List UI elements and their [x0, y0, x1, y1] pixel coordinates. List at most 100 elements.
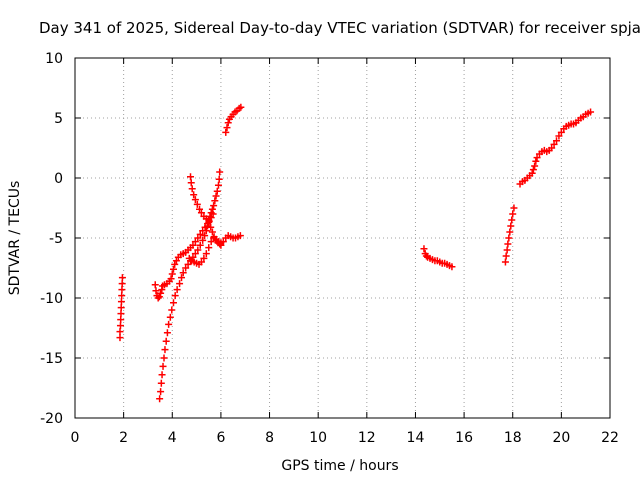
data-point: [188, 185, 196, 193]
x-tick-label: 8: [265, 430, 274, 446]
data-point: [172, 257, 180, 265]
series-arc1: [116, 274, 126, 342]
data-point: [200, 254, 208, 262]
data-point: [216, 168, 224, 176]
data-point: [118, 274, 126, 282]
data-point: [118, 280, 126, 288]
x-tick-label: 16: [455, 430, 473, 446]
data-point: [211, 197, 219, 205]
data-point: [194, 234, 202, 242]
grid: [75, 58, 610, 418]
data-point: [532, 157, 540, 165]
x-tick-label: 2: [119, 430, 128, 446]
data-point: [179, 269, 187, 277]
data-point: [152, 287, 160, 295]
data-point: [187, 179, 195, 187]
x-tick-label: 20: [552, 430, 570, 446]
data-point: [209, 210, 217, 218]
series-arc2: [151, 168, 224, 302]
data-point: [196, 241, 204, 249]
y-tick-label: 10: [45, 51, 63, 67]
data-point: [151, 281, 159, 289]
data-point: [178, 274, 186, 282]
data-point: [422, 252, 430, 260]
data-point: [160, 354, 168, 362]
data-point: [117, 298, 125, 306]
data-point: [116, 322, 124, 330]
y-tick-label: -5: [49, 231, 63, 247]
data-point: [550, 140, 558, 148]
data-point: [533, 154, 541, 162]
data-point: [222, 128, 230, 136]
x-tick-label: 12: [358, 430, 376, 446]
data-point: [205, 244, 213, 252]
data-point: [189, 241, 197, 249]
data-point: [219, 238, 227, 246]
data-point: [237, 103, 245, 111]
data-point: [117, 304, 125, 312]
data-point: [501, 258, 509, 266]
data-point: [157, 388, 165, 396]
data-point: [163, 329, 171, 337]
data-point: [191, 196, 199, 204]
data-point: [202, 250, 210, 258]
series-arc8: [501, 204, 518, 266]
data-point: [204, 222, 212, 230]
data-point: [182, 264, 190, 272]
data-point: [176, 280, 184, 288]
data-point: [201, 232, 209, 240]
plot-frame: [74, 57, 611, 419]
x-tick-label: 6: [216, 430, 225, 446]
data-point: [169, 299, 177, 307]
data-point: [555, 132, 563, 140]
data-point: [202, 227, 210, 235]
data-point: [199, 236, 207, 244]
data-point: [205, 218, 213, 226]
data-point: [171, 292, 179, 300]
data-point: [173, 286, 181, 294]
data-point: [159, 362, 167, 370]
data-point: [224, 119, 232, 127]
data-point: [196, 230, 204, 238]
x-tick-label: 10: [309, 430, 327, 446]
data-point: [117, 310, 125, 318]
data-point: [191, 238, 199, 246]
x-tick-label: 0: [71, 430, 80, 446]
data-point: [502, 252, 510, 260]
data-point: [166, 313, 174, 321]
data-point: [162, 337, 170, 345]
data-point: [223, 124, 231, 132]
data-point: [165, 320, 173, 328]
data-point: [171, 260, 179, 268]
data-point: [191, 250, 199, 258]
data-point: [157, 379, 165, 387]
data-point: [116, 328, 124, 336]
y-tick-label: -15: [40, 351, 63, 367]
data-point: [168, 306, 176, 314]
x-tick-label: 14: [407, 430, 425, 446]
series-arc5: [185, 232, 244, 268]
data-point: [156, 395, 164, 403]
data-point: [212, 192, 220, 200]
data-point: [557, 128, 565, 136]
data-point: [504, 240, 512, 248]
data-point: [190, 191, 198, 199]
data-point: [553, 137, 560, 145]
data-point: [214, 181, 222, 189]
data-point: [510, 204, 518, 212]
data-point: [215, 175, 223, 183]
data-point: [194, 246, 202, 254]
y-tick-label: -10: [40, 291, 63, 307]
data-point: [505, 234, 513, 242]
data-point: [167, 275, 175, 283]
data-point: [587, 108, 595, 116]
series-arc9: [516, 108, 595, 188]
y-tick-label: -20: [40, 411, 63, 427]
data-point: [213, 187, 221, 195]
data-point: [529, 166, 537, 174]
data-point: [420, 245, 428, 253]
data-point: [528, 169, 536, 177]
data-point: [507, 222, 515, 230]
data-point: [508, 216, 516, 224]
data-point: [193, 200, 201, 208]
